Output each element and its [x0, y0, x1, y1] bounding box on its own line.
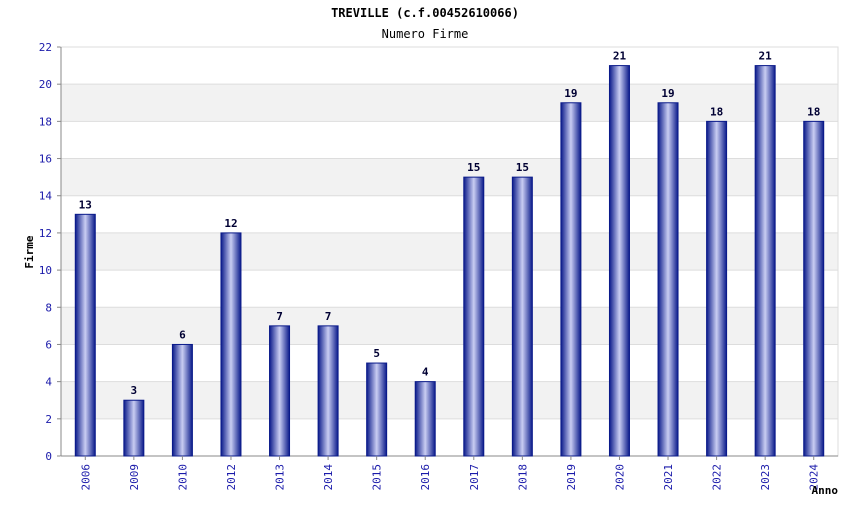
bar	[463, 176, 485, 457]
y-tick-label: 0	[45, 450, 52, 463]
x-tick-label: 2009	[128, 464, 141, 491]
bar	[269, 325, 291, 457]
x-tick-label: 2020	[613, 464, 626, 491]
bar	[74, 213, 96, 457]
y-tick-label: 4	[45, 376, 52, 389]
y-tick-label: 8	[45, 301, 52, 314]
grid-band	[61, 84, 838, 122]
y-axis-ticks: 0 2 4 6 8 10 12 14 16 18 20 22	[39, 41, 53, 463]
bar-value-label: 6	[179, 328, 186, 341]
bar-value-label: 5	[373, 347, 380, 360]
x-tick-label: 2013	[274, 464, 287, 491]
bar-value-label: 21	[759, 50, 773, 63]
x-tick-label: 2021	[662, 464, 675, 491]
bar	[803, 120, 825, 457]
bar-value-label: 3	[131, 384, 138, 397]
y-tick-label: 14	[39, 190, 53, 203]
x-tick-label: 2022	[711, 464, 724, 491]
chart-subtitle: Numero Firme	[382, 27, 469, 41]
bar	[317, 325, 339, 457]
bar-value-label: 15	[467, 161, 480, 174]
bar	[220, 232, 242, 457]
y-tick-label: 10	[39, 264, 52, 277]
bar	[414, 381, 436, 457]
y-tick-label: 12	[39, 227, 52, 240]
bar-value-label: 4	[422, 366, 429, 379]
bar	[706, 120, 728, 457]
bar-value-label: 18	[710, 105, 723, 118]
bar-value-label: 13	[79, 198, 92, 211]
x-tick-label: 2006	[79, 464, 92, 491]
x-tick-label: 2019	[565, 464, 578, 491]
bar	[511, 176, 533, 457]
x-tick-label: 2016	[419, 464, 432, 491]
y-tick-label: 18	[39, 115, 52, 128]
bar-value-label: 18	[807, 105, 820, 118]
bar-value-label: 21	[613, 50, 627, 63]
bar-value-label: 19	[564, 87, 577, 100]
bar	[171, 343, 193, 457]
x-tick-label: 2014	[322, 464, 335, 491]
x-tick-label: 2010	[176, 464, 189, 491]
bar-value-label: 7	[276, 310, 283, 323]
data-labels: 13 3 6 12 7 7 5 4 15 15 19 21 19 18 21 18	[79, 50, 821, 398]
x-axis-ticks: 2006 2009 2010 2012 2013 2014 2015 2016 2017 2018…	[79, 456, 821, 491]
bar-value-label: 19	[661, 87, 674, 100]
x-axis-label: Anno	[812, 484, 839, 497]
y-tick-label: 6	[45, 338, 52, 351]
bar-value-label: 15	[516, 161, 529, 174]
bar	[657, 102, 679, 457]
y-axis-label: Firme	[23, 235, 36, 268]
bar-value-label: 12	[224, 217, 237, 230]
bar	[754, 65, 776, 457]
bar	[608, 65, 630, 457]
bar	[366, 362, 388, 457]
y-tick-label: 22	[39, 41, 52, 54]
chart-title: TREVILLE (c.f.00452610066)	[331, 6, 519, 20]
bar	[123, 399, 145, 457]
bar-value-label: 7	[325, 310, 332, 323]
y-tick-label: 20	[39, 78, 52, 91]
grid-band	[61, 47, 838, 85]
x-tick-label: 2012	[225, 464, 238, 491]
bar	[560, 102, 582, 457]
x-tick-label: 2018	[516, 464, 529, 491]
x-tick-label: 2017	[468, 464, 481, 491]
x-tick-label: 2024	[808, 464, 821, 491]
y-tick-label: 16	[39, 153, 52, 166]
y-tick-label: 2	[45, 413, 52, 426]
bar-series	[74, 65, 825, 457]
x-tick-label: 2015	[371, 464, 384, 491]
x-tick-label: 2023	[759, 464, 772, 491]
